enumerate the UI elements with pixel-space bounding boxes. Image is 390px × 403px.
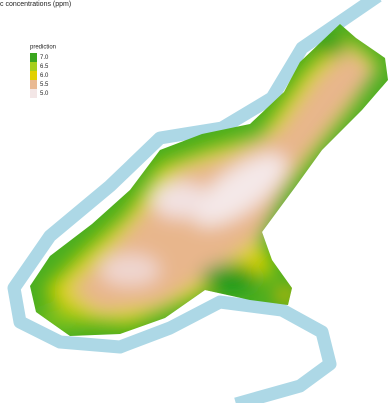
- legend-label: 5.5: [40, 82, 49, 88]
- legend-swatch: [30, 53, 37, 62]
- legend-label: 6.5: [40, 64, 49, 70]
- legend-label: 7.0: [40, 55, 49, 61]
- river: [7, 0, 382, 403]
- legend-label: 6.0: [40, 73, 49, 79]
- legend-label: 5.0: [40, 91, 49, 97]
- legend-swatch: [30, 62, 37, 71]
- legend-swatch: [30, 80, 37, 89]
- legend-swatch: [30, 89, 37, 98]
- legend: prediction 7.0 6.5 6.0 5.5 5.0: [30, 45, 56, 98]
- legend-swatch: [30, 71, 37, 80]
- legend-title: prediction: [30, 45, 56, 51]
- map-title: c concentrations (ppm): [0, 1, 71, 8]
